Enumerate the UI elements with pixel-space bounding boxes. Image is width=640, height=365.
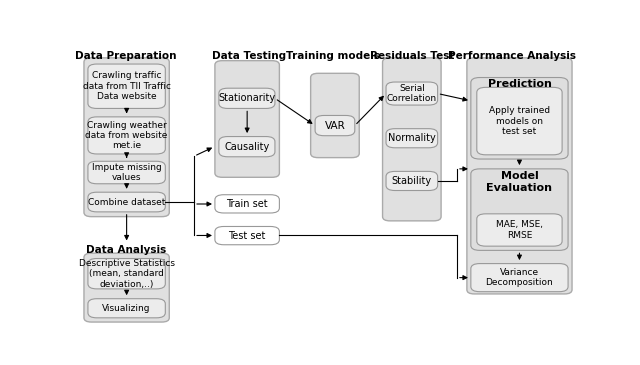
Text: Prediction: Prediction [488,80,552,89]
Text: MAE, MSE,
RMSE: MAE, MSE, RMSE [496,220,543,240]
FancyBboxPatch shape [471,169,568,250]
FancyBboxPatch shape [471,264,568,292]
Text: Crawling weather
data from website
met.ie: Crawling weather data from website met.i… [85,120,168,150]
Text: VAR: VAR [324,120,346,131]
FancyBboxPatch shape [471,77,568,159]
FancyBboxPatch shape [219,137,275,157]
Text: Data Preparation: Data Preparation [75,51,177,61]
Text: Apply trained
models on
test set: Apply trained models on test set [489,106,550,136]
FancyBboxPatch shape [477,87,562,155]
FancyBboxPatch shape [310,73,359,158]
Text: Stationarity: Stationarity [218,93,275,103]
Text: Test set: Test set [228,231,266,241]
Text: Visualizing: Visualizing [102,304,151,313]
FancyBboxPatch shape [88,64,165,108]
Text: Residuals Test: Residuals Test [370,51,454,61]
FancyBboxPatch shape [467,58,572,294]
Text: Data Analysis: Data Analysis [86,245,166,255]
Text: Combine dataset: Combine dataset [88,197,165,207]
Text: Model
Evaluation: Model Evaluation [486,171,552,193]
FancyBboxPatch shape [386,172,438,191]
Text: Causality: Causality [224,142,269,152]
FancyBboxPatch shape [88,258,165,289]
Text: Descriptive Statistics
(mean, standard
deviation,..): Descriptive Statistics (mean, standard d… [79,259,175,289]
Text: Data Testing: Data Testing [212,51,285,61]
Text: Training models: Training models [286,51,380,61]
Text: Serial
Correlation: Serial Correlation [387,84,437,103]
FancyBboxPatch shape [215,195,280,213]
FancyBboxPatch shape [88,299,165,318]
FancyBboxPatch shape [88,192,165,212]
FancyBboxPatch shape [215,61,280,177]
FancyBboxPatch shape [386,129,438,148]
Text: Impute missing
values: Impute missing values [92,163,161,182]
FancyBboxPatch shape [215,226,280,245]
Text: Crawling traffic
data from TII Traffic
Data website: Crawling traffic data from TII Traffic D… [83,71,171,101]
FancyBboxPatch shape [84,58,169,217]
FancyBboxPatch shape [315,115,355,136]
Text: Performance Analysis: Performance Analysis [447,51,575,61]
Text: Train set: Train set [227,199,268,209]
Text: Stability: Stability [392,176,432,186]
FancyBboxPatch shape [88,117,165,154]
FancyBboxPatch shape [84,253,169,322]
Text: Normality: Normality [388,133,436,143]
FancyBboxPatch shape [88,161,165,184]
FancyBboxPatch shape [386,82,438,105]
FancyBboxPatch shape [477,214,562,246]
FancyBboxPatch shape [383,58,441,221]
FancyBboxPatch shape [219,88,275,108]
Text: Variance
Decomposition: Variance Decomposition [486,268,554,287]
